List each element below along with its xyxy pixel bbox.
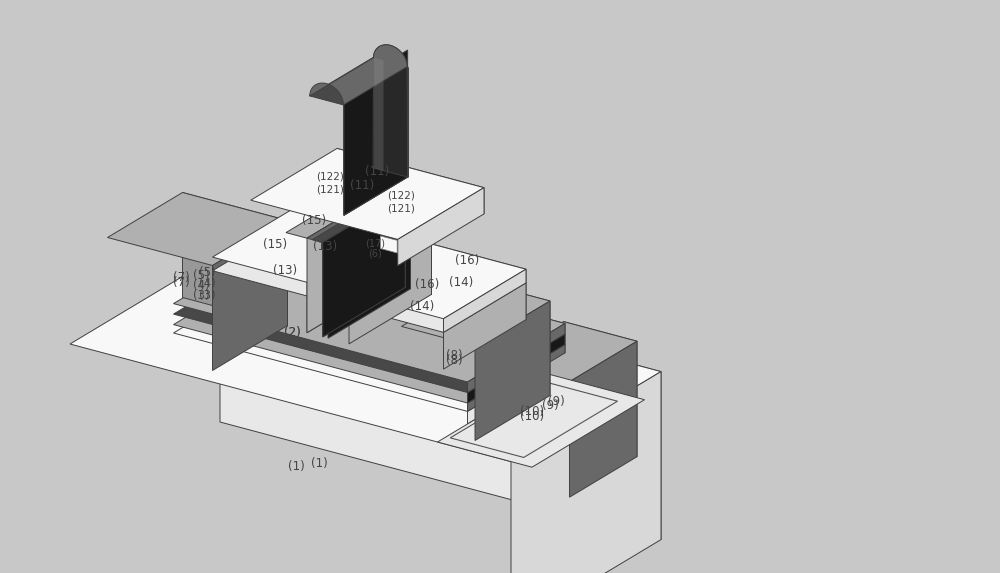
Polygon shape xyxy=(344,50,408,215)
Text: (6): (6) xyxy=(368,249,382,259)
Polygon shape xyxy=(312,190,405,242)
Text: (13): (13) xyxy=(273,264,297,277)
Polygon shape xyxy=(174,274,565,411)
Text: (8): (8) xyxy=(446,349,463,362)
Text: (15): (15) xyxy=(263,238,287,251)
Text: (9): (9) xyxy=(548,395,564,408)
Text: (121): (121) xyxy=(316,185,344,194)
Polygon shape xyxy=(380,236,397,253)
Polygon shape xyxy=(344,67,408,215)
Polygon shape xyxy=(390,189,405,288)
Text: (10): (10) xyxy=(520,405,544,418)
Polygon shape xyxy=(468,344,565,411)
Polygon shape xyxy=(337,148,484,214)
Polygon shape xyxy=(295,207,390,246)
Text: (16): (16) xyxy=(455,254,479,268)
Polygon shape xyxy=(286,183,390,238)
Text: (3): (3) xyxy=(199,289,215,302)
Polygon shape xyxy=(212,221,390,296)
Polygon shape xyxy=(432,244,526,283)
Text: (14): (14) xyxy=(449,276,474,289)
Polygon shape xyxy=(344,67,408,215)
Polygon shape xyxy=(444,283,526,369)
Polygon shape xyxy=(477,281,550,395)
Polygon shape xyxy=(511,372,661,573)
Text: (122): (122) xyxy=(316,172,344,182)
Text: (10): (10) xyxy=(520,410,544,423)
Text: (4): (4) xyxy=(193,279,210,292)
Polygon shape xyxy=(271,256,565,344)
Text: (16): (16) xyxy=(415,278,439,291)
Polygon shape xyxy=(344,67,408,105)
Polygon shape xyxy=(307,189,405,242)
Polygon shape xyxy=(307,246,390,333)
Text: (4): (4) xyxy=(199,277,215,291)
Polygon shape xyxy=(475,301,550,441)
Polygon shape xyxy=(174,266,565,403)
Text: (11): (11) xyxy=(350,179,374,191)
Polygon shape xyxy=(307,189,390,333)
Text: (7): (7) xyxy=(173,271,190,284)
Text: (121): (121) xyxy=(387,203,415,213)
Polygon shape xyxy=(402,281,550,346)
Polygon shape xyxy=(174,245,565,382)
Polygon shape xyxy=(309,57,408,105)
Polygon shape xyxy=(564,321,637,457)
Polygon shape xyxy=(438,375,644,467)
Polygon shape xyxy=(174,256,565,393)
Polygon shape xyxy=(182,193,288,325)
Polygon shape xyxy=(349,244,526,319)
Polygon shape xyxy=(374,58,384,171)
Polygon shape xyxy=(212,221,288,371)
Text: (8): (8) xyxy=(446,354,463,367)
Polygon shape xyxy=(405,193,411,289)
Text: (17): (17) xyxy=(365,238,385,248)
Polygon shape xyxy=(271,274,565,366)
Text: (9): (9) xyxy=(542,399,559,411)
Text: (15): (15) xyxy=(302,214,327,227)
Text: (11): (11) xyxy=(365,164,390,178)
Polygon shape xyxy=(395,190,405,288)
Polygon shape xyxy=(295,221,390,283)
Polygon shape xyxy=(323,193,405,337)
Polygon shape xyxy=(212,207,390,282)
Polygon shape xyxy=(468,334,565,403)
Text: (14): (14) xyxy=(410,300,434,313)
Text: (1): (1) xyxy=(311,457,327,470)
Polygon shape xyxy=(398,187,484,266)
Polygon shape xyxy=(307,233,390,296)
Text: (5): (5) xyxy=(193,269,210,281)
Polygon shape xyxy=(468,324,565,393)
Polygon shape xyxy=(271,266,565,353)
Text: (7): (7) xyxy=(173,276,190,289)
Polygon shape xyxy=(349,200,432,344)
Polygon shape xyxy=(373,57,408,177)
Text: (122): (122) xyxy=(387,190,415,201)
Polygon shape xyxy=(570,341,637,497)
Polygon shape xyxy=(251,148,484,240)
Polygon shape xyxy=(323,193,405,337)
Polygon shape xyxy=(108,193,288,265)
Text: (3): (3) xyxy=(193,288,210,301)
Polygon shape xyxy=(271,245,565,334)
Polygon shape xyxy=(368,183,390,283)
Polygon shape xyxy=(468,353,565,424)
Text: (2): (2) xyxy=(284,327,300,339)
Polygon shape xyxy=(349,258,526,332)
Polygon shape xyxy=(220,254,661,540)
Polygon shape xyxy=(328,194,432,249)
Polygon shape xyxy=(323,193,411,244)
Text: (13): (13) xyxy=(313,240,337,253)
Polygon shape xyxy=(328,194,411,338)
Polygon shape xyxy=(373,45,408,177)
Polygon shape xyxy=(496,321,637,382)
Text: (5): (5) xyxy=(199,266,215,279)
Polygon shape xyxy=(411,194,432,295)
Polygon shape xyxy=(70,254,661,462)
Polygon shape xyxy=(432,258,526,320)
Polygon shape xyxy=(310,45,407,105)
Text: (2): (2) xyxy=(284,327,300,339)
Polygon shape xyxy=(444,269,526,332)
Text: (1): (1) xyxy=(288,460,305,473)
